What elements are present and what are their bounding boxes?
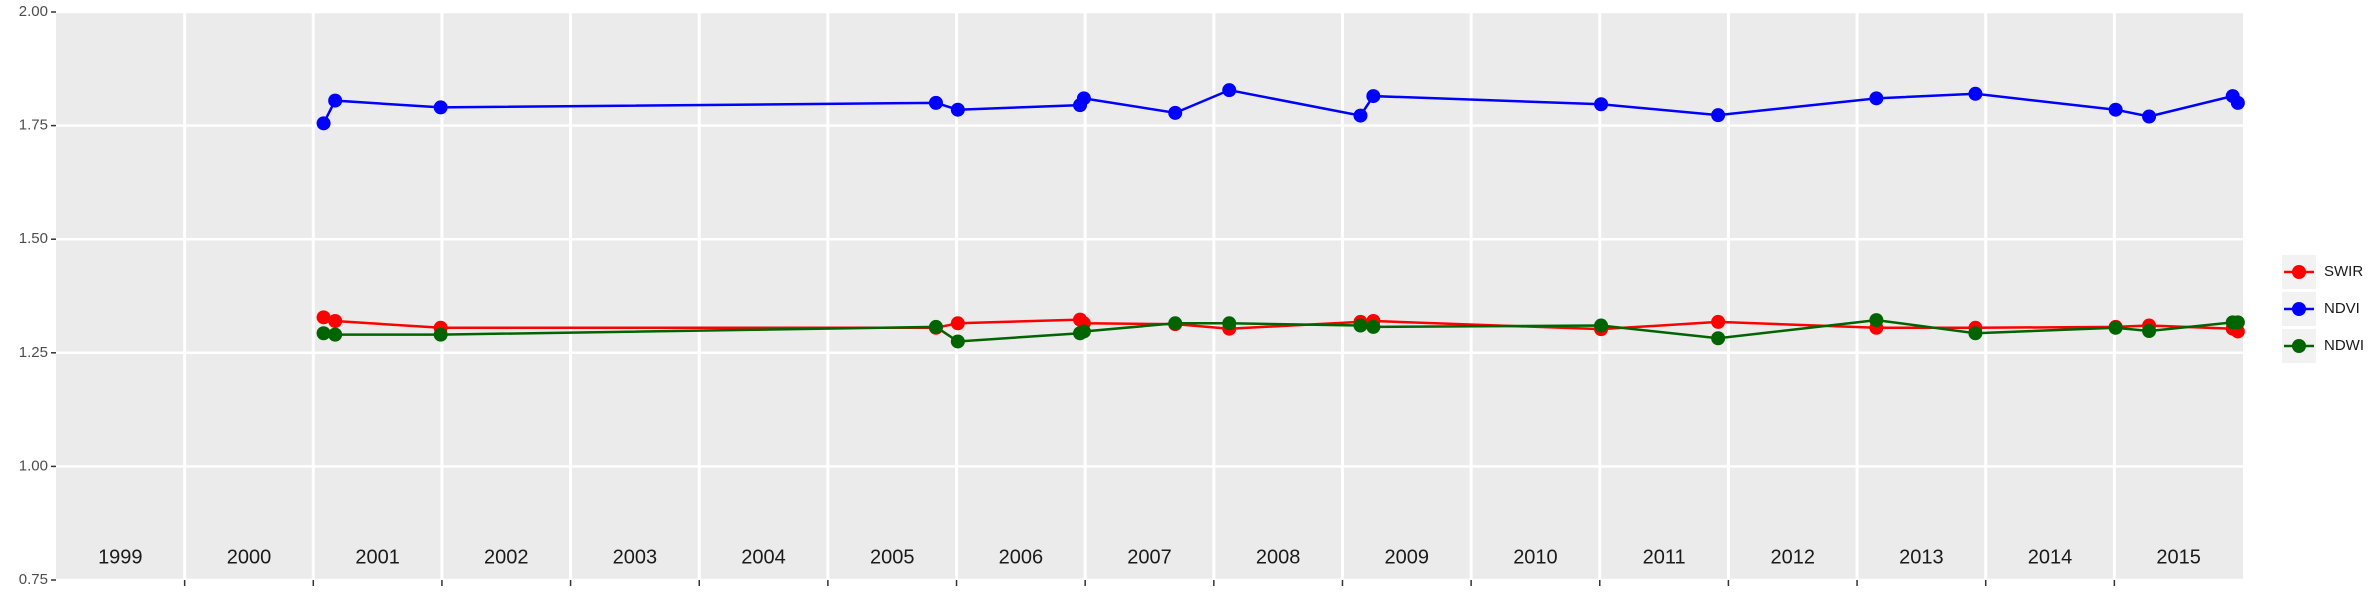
year-label: 2015	[2156, 546, 2201, 568]
data-point	[433, 327, 448, 342]
data-point	[1076, 324, 1091, 339]
data-point	[1366, 319, 1381, 334]
data-point	[1168, 316, 1183, 331]
data-point	[328, 327, 343, 342]
data-point	[950, 102, 965, 117]
data-point	[1076, 91, 1091, 106]
year-label: 2003	[613, 546, 658, 568]
legend-key	[2292, 265, 2306, 279]
year-label: 2007	[1127, 546, 1172, 568]
data-point	[1222, 316, 1237, 331]
year-label: 2002	[484, 546, 529, 568]
legend-label: SWIR	[2324, 263, 2363, 280]
year-label: 2004	[741, 546, 786, 568]
data-point	[2108, 102, 2123, 117]
year-label: 2009	[1385, 546, 1430, 568]
year-label: 2012	[1770, 546, 1815, 568]
data-point	[328, 93, 343, 108]
year-label: 2006	[999, 546, 1044, 568]
data-point	[1594, 318, 1609, 333]
year-label: 2005	[870, 546, 915, 568]
y-tick-label: 1.50	[19, 230, 48, 247]
y-tick-label: 0.75	[19, 571, 48, 588]
data-point	[2142, 109, 2157, 124]
data-point	[1968, 326, 1983, 341]
year-label: 2000	[227, 546, 272, 568]
year-label: 2013	[1899, 546, 1944, 568]
legend-key	[2292, 339, 2306, 353]
data-point	[1968, 86, 1983, 101]
year-label: 2008	[1256, 546, 1301, 568]
data-point	[950, 334, 965, 349]
data-point	[1869, 313, 1884, 328]
legend-label: NDWI	[2324, 337, 2364, 354]
data-point	[2142, 323, 2157, 338]
data-point	[2230, 95, 2245, 110]
data-point	[316, 310, 331, 325]
data-point	[928, 319, 943, 334]
legend-label: NDVI	[2324, 300, 2360, 317]
data-point	[316, 116, 331, 131]
data-point	[433, 100, 448, 115]
data-point	[1353, 318, 1368, 333]
data-point	[928, 95, 943, 110]
year-label: 2010	[1513, 546, 1558, 568]
y-tick-label: 1.25	[19, 344, 48, 361]
year-label: 2001	[355, 546, 400, 568]
data-point	[2230, 315, 2245, 330]
year-label: 2014	[2028, 546, 2073, 568]
y-tick-label: 1.00	[19, 457, 48, 474]
year-label: 2011	[1643, 546, 1686, 568]
data-point	[316, 326, 331, 341]
data-point	[328, 313, 343, 328]
data-point	[1711, 331, 1726, 346]
data-point	[1594, 97, 1609, 112]
year-label: 1999	[98, 546, 143, 568]
y-tick-label: 2.00	[19, 3, 48, 20]
data-point	[1168, 105, 1183, 120]
data-point	[1869, 91, 1884, 106]
y-tick-label: 1.75	[19, 117, 48, 134]
data-point	[1366, 89, 1381, 104]
data-point	[1711, 108, 1726, 123]
data-point	[950, 316, 965, 331]
data-point	[1711, 314, 1726, 329]
data-point	[1353, 108, 1368, 123]
data-point	[1222, 83, 1237, 98]
data-point	[2108, 320, 2123, 335]
legend-key	[2292, 302, 2306, 316]
